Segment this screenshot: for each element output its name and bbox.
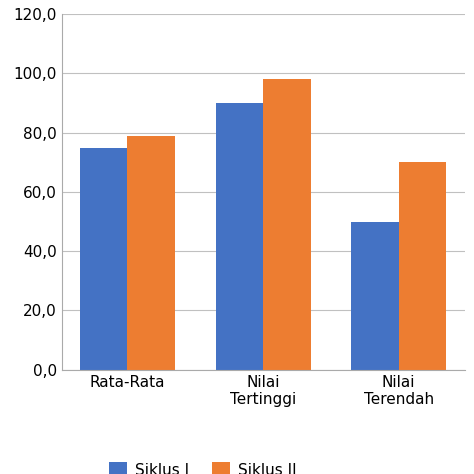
Legend: Siklus I, Siklus II: Siklus I, Siklus II <box>103 456 302 474</box>
Bar <box>399 163 446 370</box>
Bar <box>351 222 399 370</box>
Bar <box>128 136 175 370</box>
Bar <box>80 147 128 370</box>
Bar <box>216 103 263 370</box>
Bar <box>263 80 310 370</box>
